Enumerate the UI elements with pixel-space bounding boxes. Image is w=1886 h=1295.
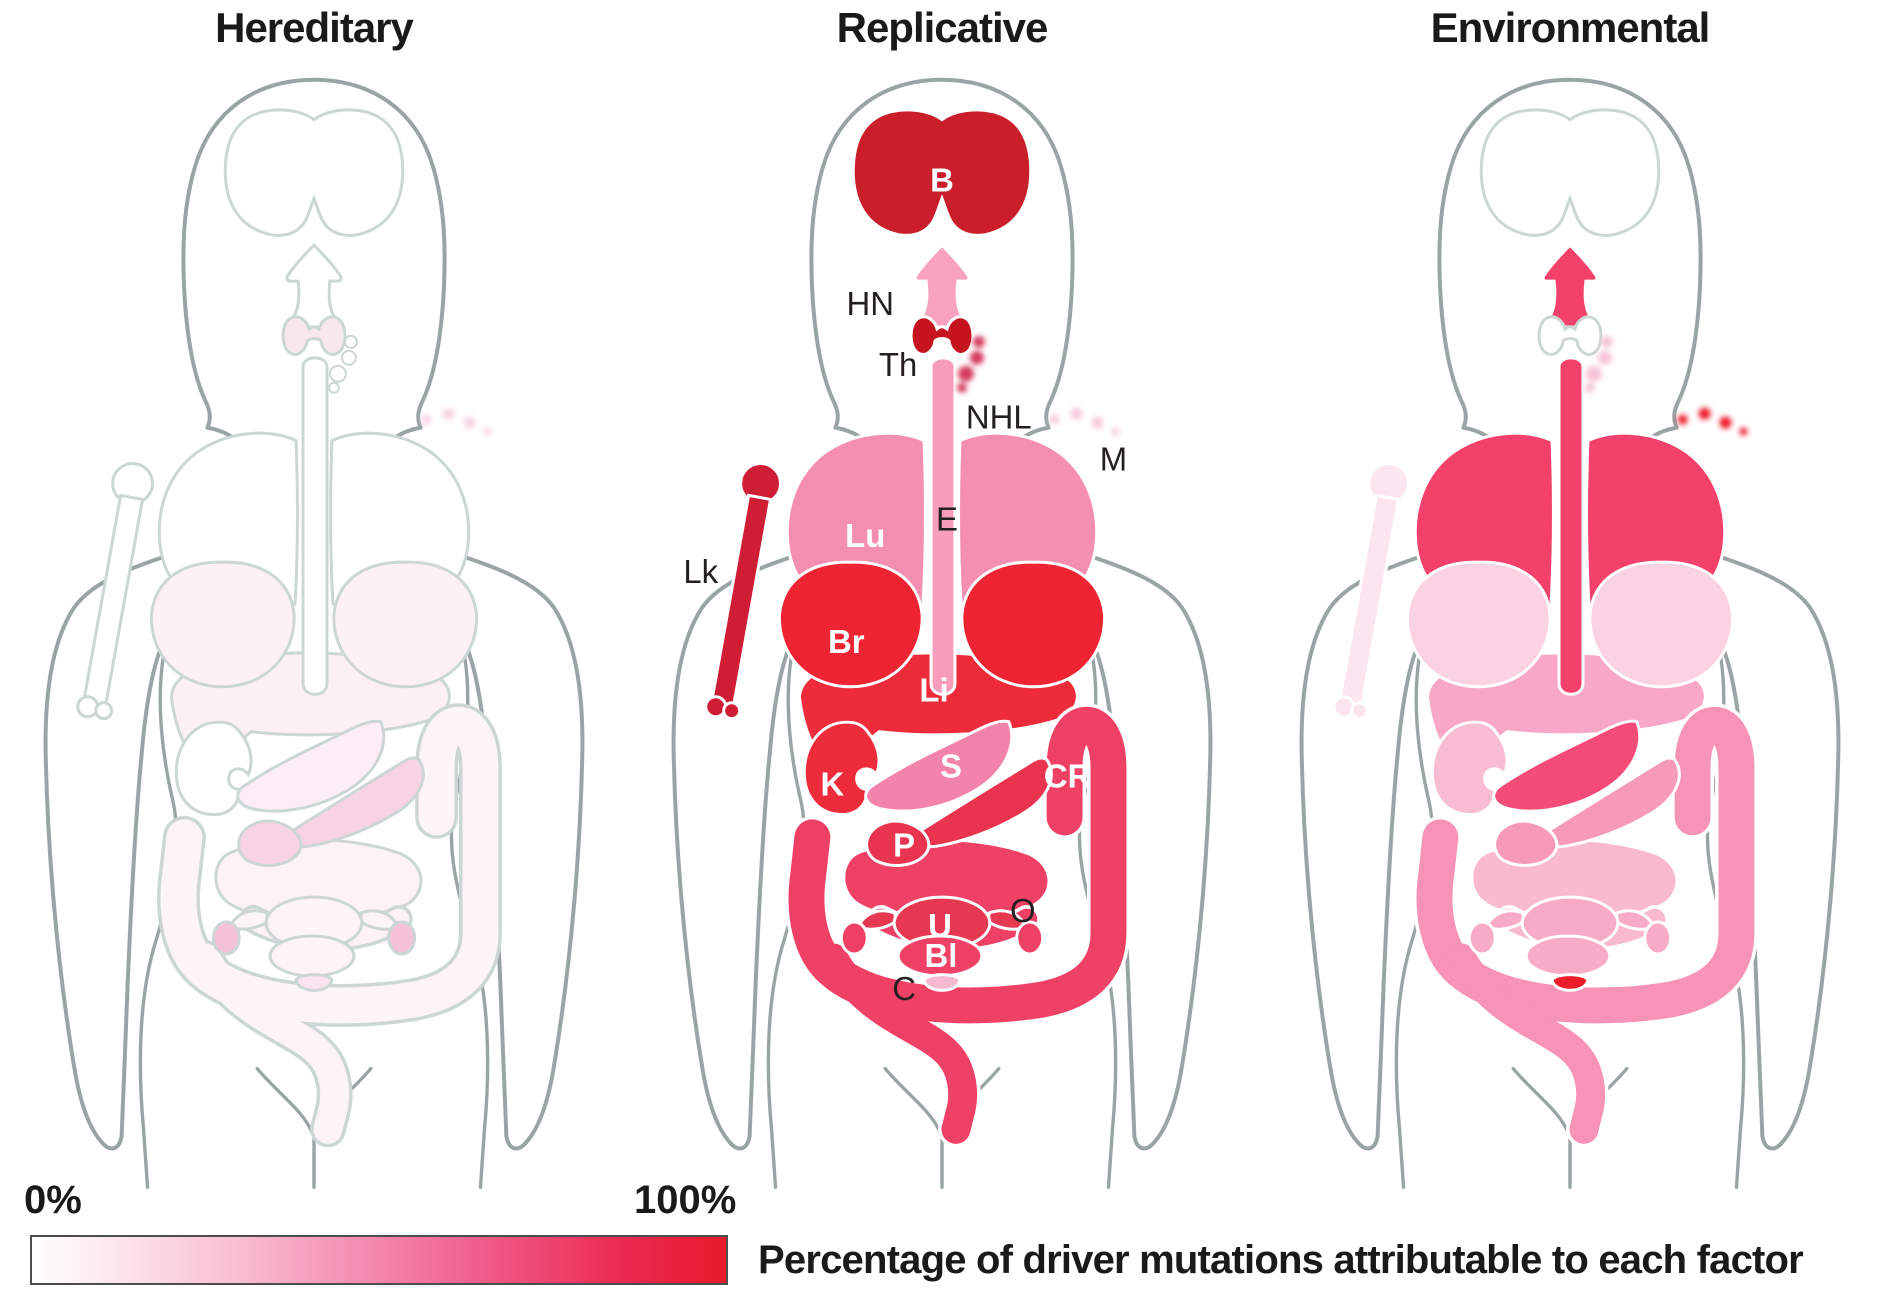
- pharynx-shape: [285, 243, 343, 329]
- pancreas-head-shape: [1493, 819, 1559, 867]
- left-breast-shape: [1405, 560, 1552, 689]
- left-breast-shape: [149, 560, 296, 689]
- label-leukemia: Lk: [683, 553, 718, 590]
- esophagus-shape: [301, 356, 329, 696]
- label-thyroid: Th: [879, 346, 917, 383]
- label-head-neck: HN: [846, 285, 893, 322]
- label-colon: CR: [1044, 757, 1092, 794]
- pancreas-head-shape: [237, 819, 303, 867]
- pharynx-shape: [1541, 243, 1599, 329]
- bladder-shape: [268, 934, 356, 978]
- label-esophagus: E: [936, 500, 958, 537]
- scale-gradient-bar: [30, 1235, 728, 1285]
- right-breast-shape: [1588, 560, 1735, 689]
- melanoma-dots: [421, 407, 492, 436]
- figure-title: Environmental: [1430, 4, 1711, 51]
- scale-min-label: 0%: [24, 1178, 82, 1222]
- label-uterus: U: [928, 907, 952, 944]
- figure-hereditary: Hereditary: [0, 0, 628, 1295]
- figure-title: Replicative: [836, 4, 1049, 51]
- figure-environmental: Environmental: [1256, 0, 1884, 1295]
- right-breast-shape: [332, 560, 479, 689]
- label-melanoma: M: [1100, 440, 1127, 477]
- scale-max-label: 100%: [634, 1178, 737, 1222]
- label-lungs: Lu: [845, 517, 885, 554]
- label-cervix: C: [892, 970, 916, 1007]
- cervix-shape: [922, 973, 962, 992]
- melanoma-dots: [1677, 407, 1748, 436]
- figure-replicative: Replicative B HN Th NHL M E Lu Lk Br Li S K CR P O U Bl C: [628, 0, 1256, 1295]
- melanoma-dots: [1049, 407, 1120, 436]
- cervix-shape: [1550, 973, 1590, 992]
- brain-shape: [223, 108, 405, 237]
- label-breasts: Br: [828, 623, 865, 660]
- cervix-shape: [294, 973, 334, 992]
- label-stomach: S: [940, 748, 962, 785]
- figure-title: Hereditary: [215, 4, 414, 51]
- label-pancreas: P: [893, 826, 915, 863]
- legend-caption: Percentage of driver mutations attributa…: [758, 1238, 1804, 1282]
- label-brain: B: [930, 161, 954, 198]
- label-bladder: Bl: [925, 937, 958, 974]
- label-liver: Li: [919, 672, 948, 709]
- brain-shape: [1479, 108, 1661, 237]
- esophagus-shape: [1557, 356, 1585, 696]
- label-ovaries: O: [1010, 892, 1036, 929]
- label-kidney: K: [820, 765, 844, 802]
- body-figure-svg: [1299, 77, 1841, 1189]
- right-breast-shape: [960, 560, 1107, 689]
- body-figure-svg: [43, 77, 585, 1189]
- label-lymphoma: NHL: [966, 399, 1032, 436]
- pharynx-shape: [913, 243, 971, 329]
- bladder-shape: [1524, 934, 1612, 978]
